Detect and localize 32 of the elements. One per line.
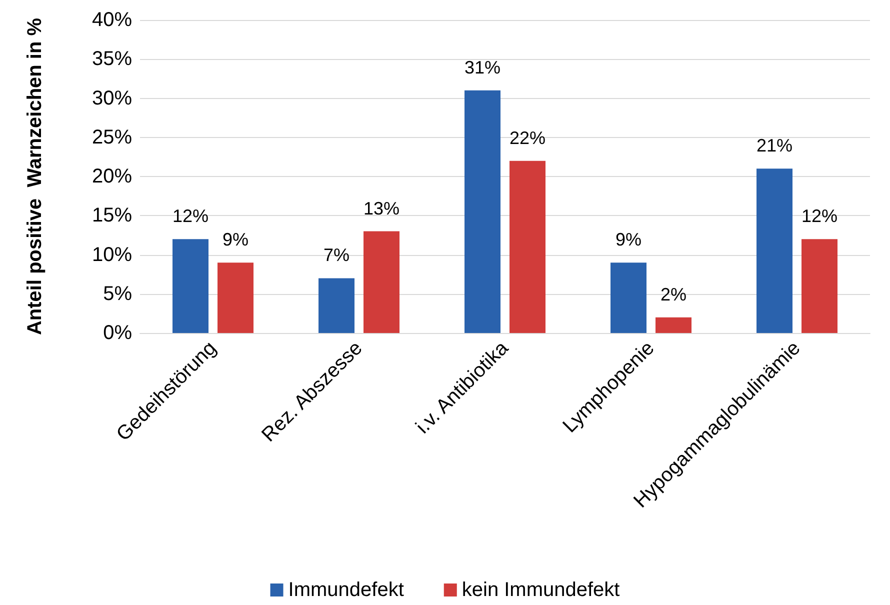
data-label: 13% xyxy=(363,198,400,218)
bar xyxy=(656,317,692,333)
data-label: 22% xyxy=(509,128,546,148)
legend-label: kein Immundefekt xyxy=(462,579,620,601)
y-tick-label: 40% xyxy=(92,9,132,31)
bar xyxy=(802,239,838,333)
data-label: 9% xyxy=(222,230,249,250)
bar xyxy=(364,231,400,333)
y-tick-label: 30% xyxy=(92,87,132,110)
y-tick-label: 10% xyxy=(92,244,132,266)
bar xyxy=(510,160,546,333)
data-label: 21% xyxy=(756,136,793,156)
y-tick-label: 20% xyxy=(92,166,132,188)
y-tick-label: 15% xyxy=(92,204,132,227)
data-label: 31% xyxy=(464,57,501,78)
data-label: 12% xyxy=(801,206,838,226)
data-label: 2% xyxy=(660,284,687,304)
y-tick-label: 0% xyxy=(103,322,132,344)
y-tick-label: 35% xyxy=(92,48,132,70)
bar xyxy=(172,239,208,333)
data-label: 7% xyxy=(323,245,350,266)
legend-label: Immundefekt xyxy=(288,579,404,601)
bar xyxy=(218,262,254,333)
y-axis-title: Anteil positive Warnzeichen in % xyxy=(24,18,46,336)
bar xyxy=(318,278,354,333)
y-tick-label: 25% xyxy=(92,126,132,148)
data-label: 12% xyxy=(172,206,209,226)
bar xyxy=(610,262,646,333)
y-tick-label: 5% xyxy=(103,282,132,305)
bar xyxy=(464,90,500,333)
data-label: 9% xyxy=(615,230,642,250)
bar xyxy=(756,168,792,333)
